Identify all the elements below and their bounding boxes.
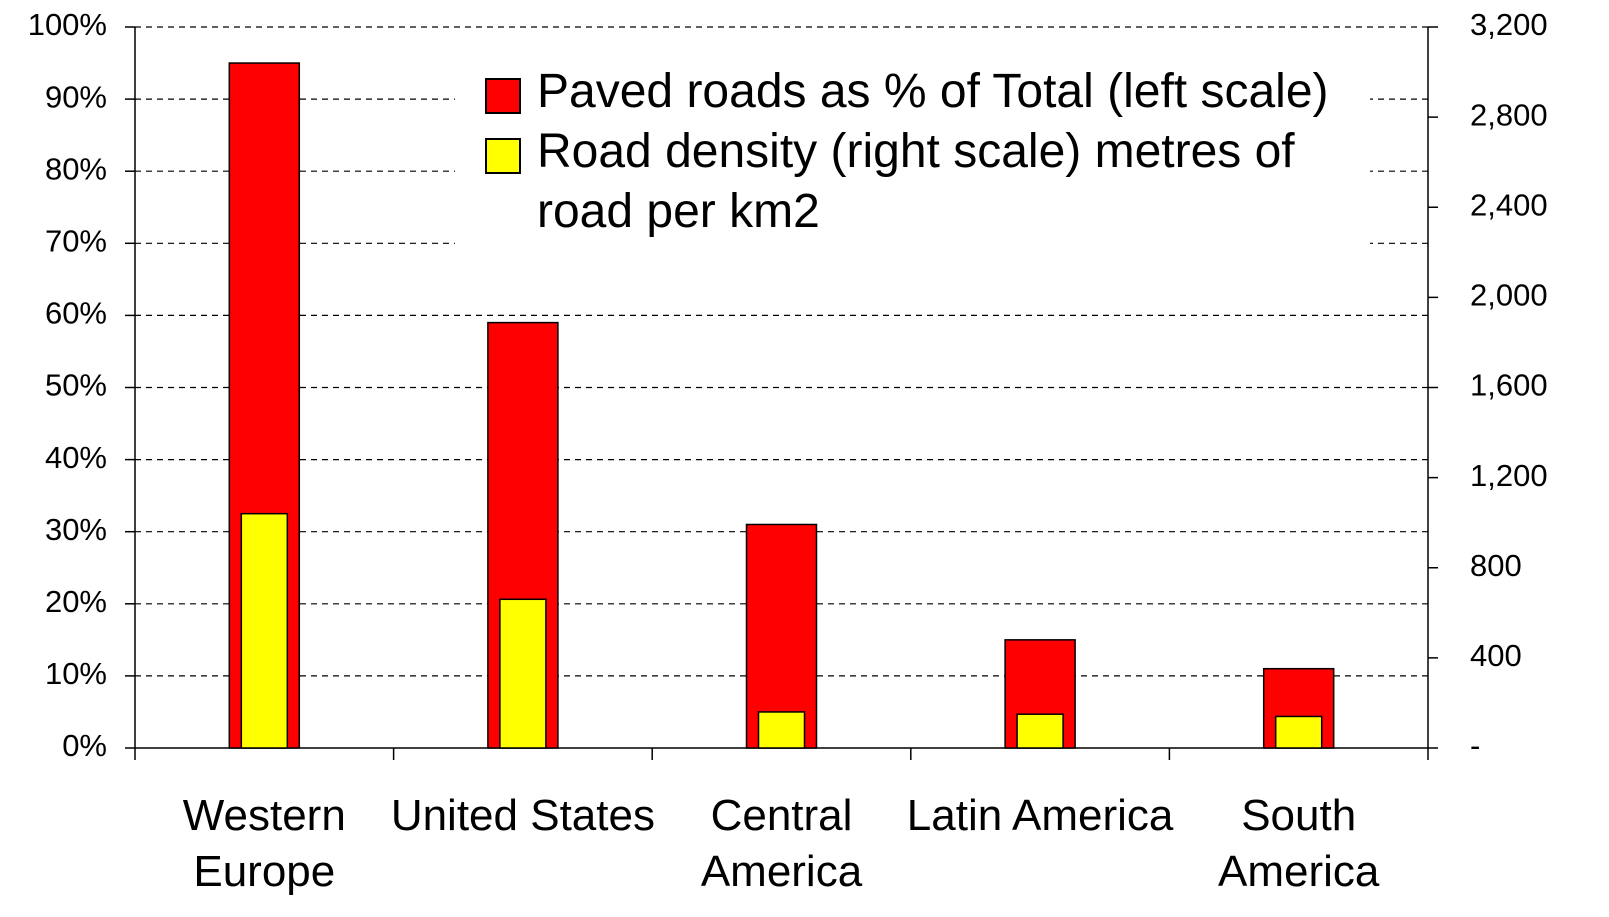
bar	[757, 711, 806, 749]
x-tick-label: Western Europe	[182, 791, 346, 896]
y2-tick-label: 3,200	[1470, 7, 1548, 42]
legend: Paved roads as % of Total (left scale) Ro…	[455, 58, 1370, 246]
legend-label: Road density (right scale) metres of roa…	[537, 125, 1295, 238]
x-tick-label: South America	[1218, 791, 1380, 896]
y2-tick-label: 800	[1470, 548, 1522, 583]
y-tick-label: 20%	[45, 584, 107, 619]
x-tick-label: Central America	[700, 791, 863, 896]
bar	[240, 512, 289, 749]
x-tick-label: Latin America	[906, 791, 1174, 840]
legend-swatch	[485, 138, 521, 174]
y2-tick-label: 2,000	[1470, 278, 1548, 313]
legend-item: Paved roads as % of Total (left scale)	[455, 62, 1370, 122]
y-tick-label: 40%	[45, 440, 107, 475]
y2-tick-label: 1,200	[1470, 458, 1548, 493]
y2-tick-label: -	[1470, 728, 1480, 763]
legend-label: Paved roads as % of Total (left scale)	[537, 65, 1329, 118]
bar	[745, 523, 818, 749]
y-tick-label: 100%	[28, 7, 107, 42]
x-tick-label: United States	[390, 791, 655, 840]
y-tick-label: 30%	[45, 512, 107, 547]
bar	[1016, 713, 1064, 749]
bar	[499, 598, 547, 749]
y-tick-label: 50%	[45, 368, 107, 403]
y-tick-label: 80%	[45, 151, 107, 186]
y2-tick-label: 1,600	[1470, 368, 1548, 403]
y2-tick-label: 2,400	[1470, 187, 1548, 222]
bar	[1274, 715, 1323, 749]
legend-swatch	[485, 78, 521, 114]
y2-tick-label: 2,800	[1470, 97, 1548, 132]
y-tick-label: 90%	[45, 79, 107, 114]
y-tick-label: 70%	[45, 223, 107, 258]
y-tick-label: 10%	[45, 656, 107, 691]
y-tick-label: 0%	[62, 728, 107, 763]
y-tick-label: 60%	[45, 296, 107, 331]
y2-tick-label: 400	[1470, 638, 1522, 673]
legend-item: Road density (right scale) metres of roa…	[455, 122, 1370, 242]
